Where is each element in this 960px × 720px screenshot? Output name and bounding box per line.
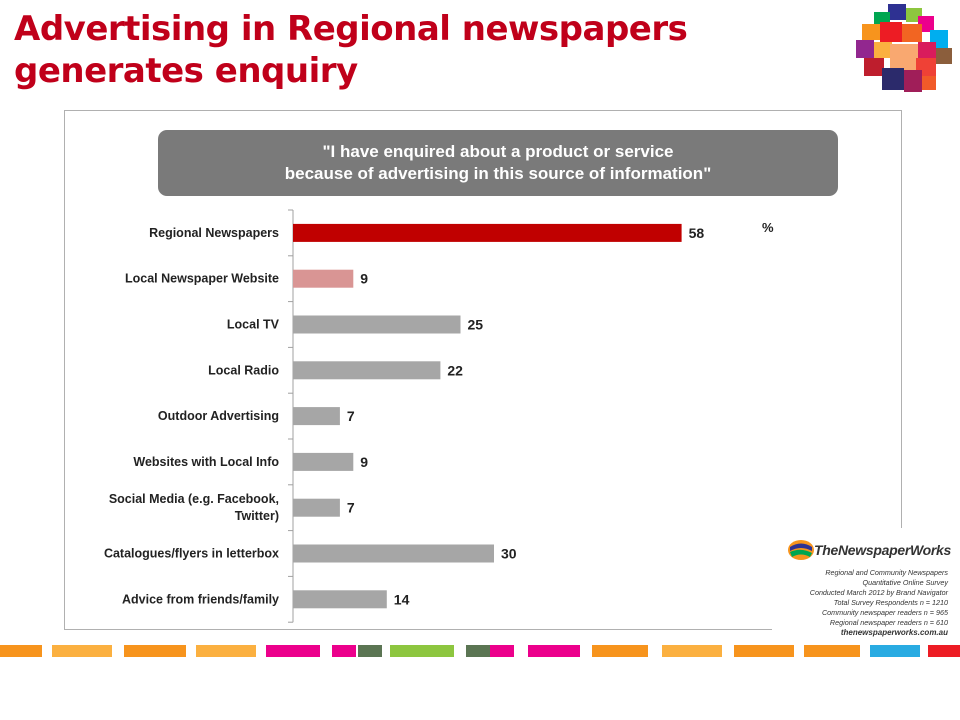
source-line: Regional newspaper readers n = 610 [829, 618, 948, 627]
bar [293, 498, 340, 517]
category-label: Social Media (e.g. Facebook, Twitter) [109, 492, 279, 523]
data-label: 9 [360, 454, 368, 470]
bar [293, 544, 494, 563]
category-label: Outdoor Advertising [158, 409, 279, 423]
slide-title: Advertising in Regional newspapers gener… [14, 9, 688, 91]
unit-label: % [762, 220, 774, 235]
category-label: Catalogues/flyers in letterbox [104, 547, 279, 561]
source-line: Quantitative Online Survey [862, 578, 949, 587]
source-panel: TheNewspaperWorks Regional and Community… [772, 528, 960, 646]
bar [293, 223, 682, 242]
category-label: Local Newspaper Website [125, 272, 279, 286]
brand-mosaic-logo [856, 4, 952, 92]
brand-name: TheNewspaperWorks [814, 542, 952, 558]
data-label: 58 [689, 225, 705, 241]
data-label: 22 [447, 362, 463, 378]
category-label: Local Radio [208, 363, 279, 377]
source-line: Regional and Community Newspapers [825, 568, 948, 577]
decorative-stripe [0, 645, 960, 657]
data-label: 14 [394, 591, 410, 607]
category-label: Local TV [227, 318, 280, 332]
category-label: Websites with Local Info [133, 455, 279, 469]
globe-icon [788, 540, 814, 560]
bar [293, 315, 461, 334]
source-line: Total Survey Respondents n = 1210 [833, 598, 948, 607]
category-label: Regional Newspapers [149, 226, 279, 240]
bar [293, 590, 387, 609]
bar [293, 361, 441, 380]
data-label: 25 [468, 317, 484, 333]
source-line: Community newspaper readers n = 965 [821, 608, 948, 617]
chart-title: "I have enquired about a product or serv… [158, 130, 838, 196]
bar [293, 269, 354, 288]
bar [293, 452, 354, 471]
data-label: 7 [347, 408, 355, 424]
category-label: Advice from friends/family [122, 592, 279, 606]
data-label: 7 [347, 500, 355, 516]
source-line: Conducted March 2012 by Brand Navigator [809, 588, 948, 597]
source-notes: Regional and Community Newspapers Quanti… [810, 568, 948, 638]
data-label: 9 [360, 271, 368, 287]
data-label: 30 [501, 546, 517, 562]
chart-frame [64, 110, 902, 630]
bar [293, 407, 340, 426]
source-url: thenewspaperworks.com.au [840, 628, 948, 637]
